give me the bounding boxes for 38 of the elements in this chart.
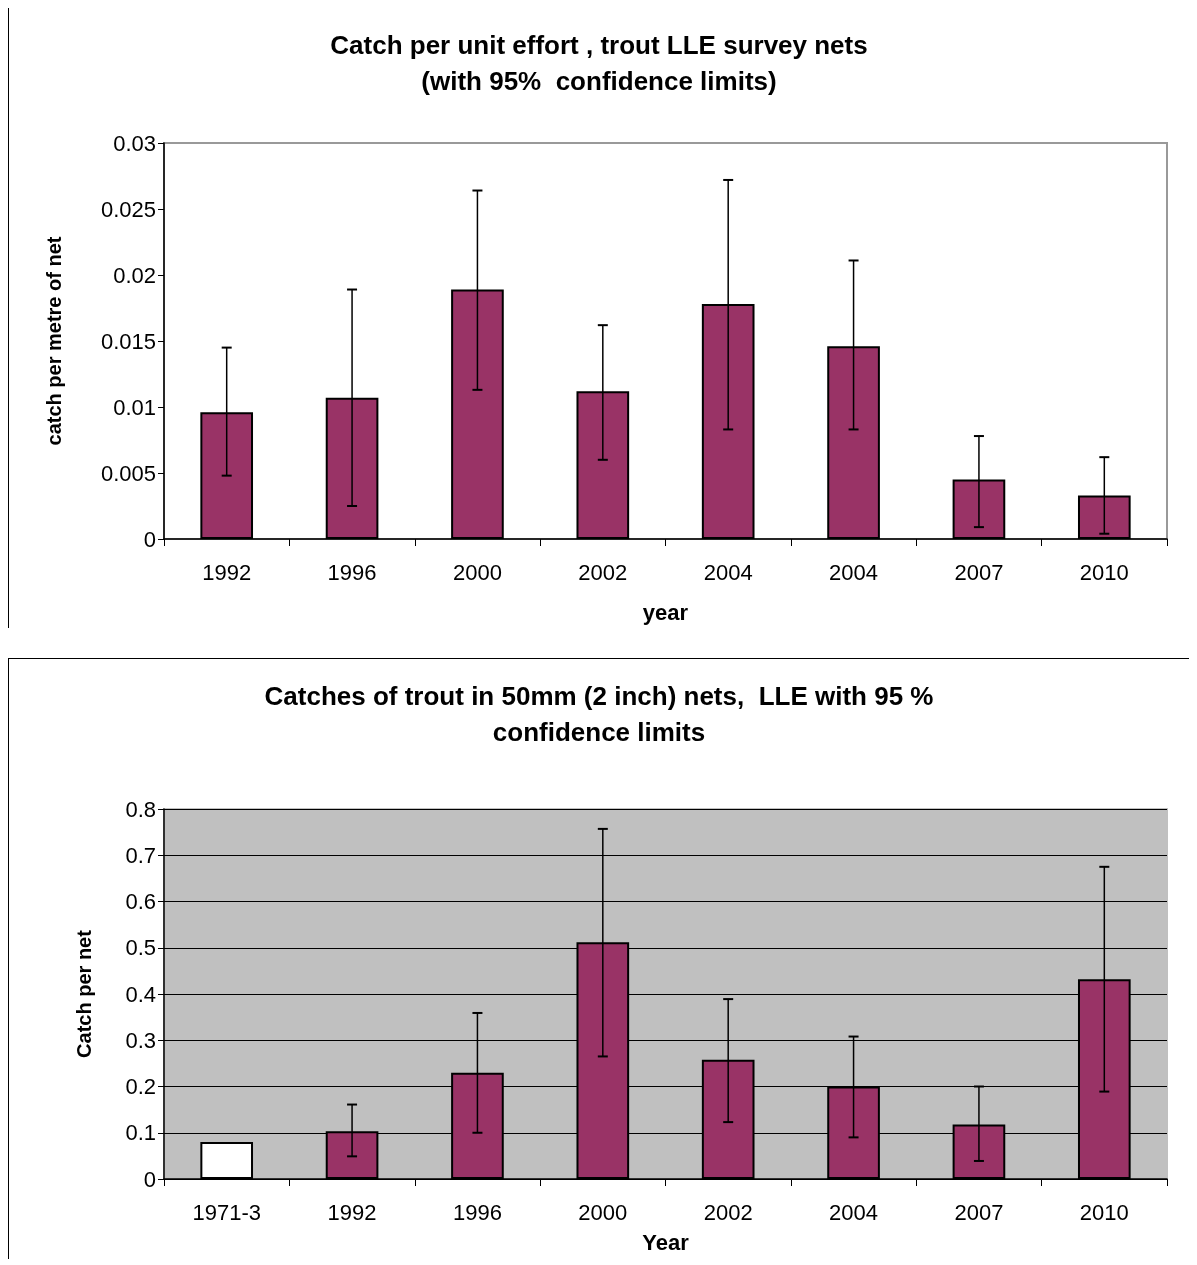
x-tick-label: 1992 [202, 559, 252, 585]
x-tick-label: 1996 [327, 559, 377, 585]
y-tick-label: 0.025 [100, 196, 156, 222]
x-tick-label: 2004 [829, 1199, 879, 1225]
y-tick-label: 0.6 [125, 889, 156, 914]
x-tick-label: 2010 [1079, 559, 1129, 585]
chart-title: Catches of trout in 50mm (2 inch) nets, LLE with 95 % confidence limits [264, 681, 934, 747]
y-axis-title: catch per metre of net [43, 236, 65, 446]
x-tick-label: 1971-3 [192, 1199, 261, 1225]
y-tick-label: 0 [143, 526, 156, 552]
y-tick-label: 0.02 [113, 262, 156, 288]
y-tick-label: 0 [143, 1166, 156, 1192]
x-tick-label: 2002 [703, 1199, 753, 1225]
x-tick-label: 2007 [954, 1199, 1004, 1225]
x-tick-label: 2002 [578, 559, 628, 585]
y-tick-label: 0.1 [125, 1120, 156, 1146]
x-tick-label: 2010 [1079, 1199, 1129, 1225]
y-tick-label: 0.3 [125, 1027, 156, 1053]
y-tick-label: 0.015 [100, 328, 156, 354]
x-tick-label: 2007 [954, 559, 1004, 585]
y-tick-label: 0.01 [113, 394, 156, 420]
y-tick-label: 0.8 [125, 796, 156, 822]
x-tick-label: 2004 [703, 559, 753, 585]
x-tick-label: 2004 [829, 559, 879, 585]
y-tick-label: 0.2 [125, 1074, 156, 1099]
y-tick-label: 0.5 [125, 935, 156, 961]
y-tick-label: 0.4 [125, 981, 156, 1007]
y-tick-label: 0.03 [113, 130, 156, 156]
x-tick-label: 2000 [578, 1199, 628, 1225]
x-tick-label: 1992 [327, 1199, 377, 1225]
x-tick-label: 1996 [452, 1199, 502, 1225]
x-tick-label: 2000 [452, 559, 502, 585]
x-axis-title: year [642, 599, 689, 625]
y-tick-label: 0.7 [125, 842, 156, 868]
x-axis-title: Year [642, 1229, 690, 1255]
chart-title: Catch per unit effort , trout LLE survey nets (with 95% confidence limits) [330, 30, 868, 96]
y-axis-title: Catch per net [73, 929, 95, 1058]
y-tick-label: 0.005 [100, 460, 156, 486]
